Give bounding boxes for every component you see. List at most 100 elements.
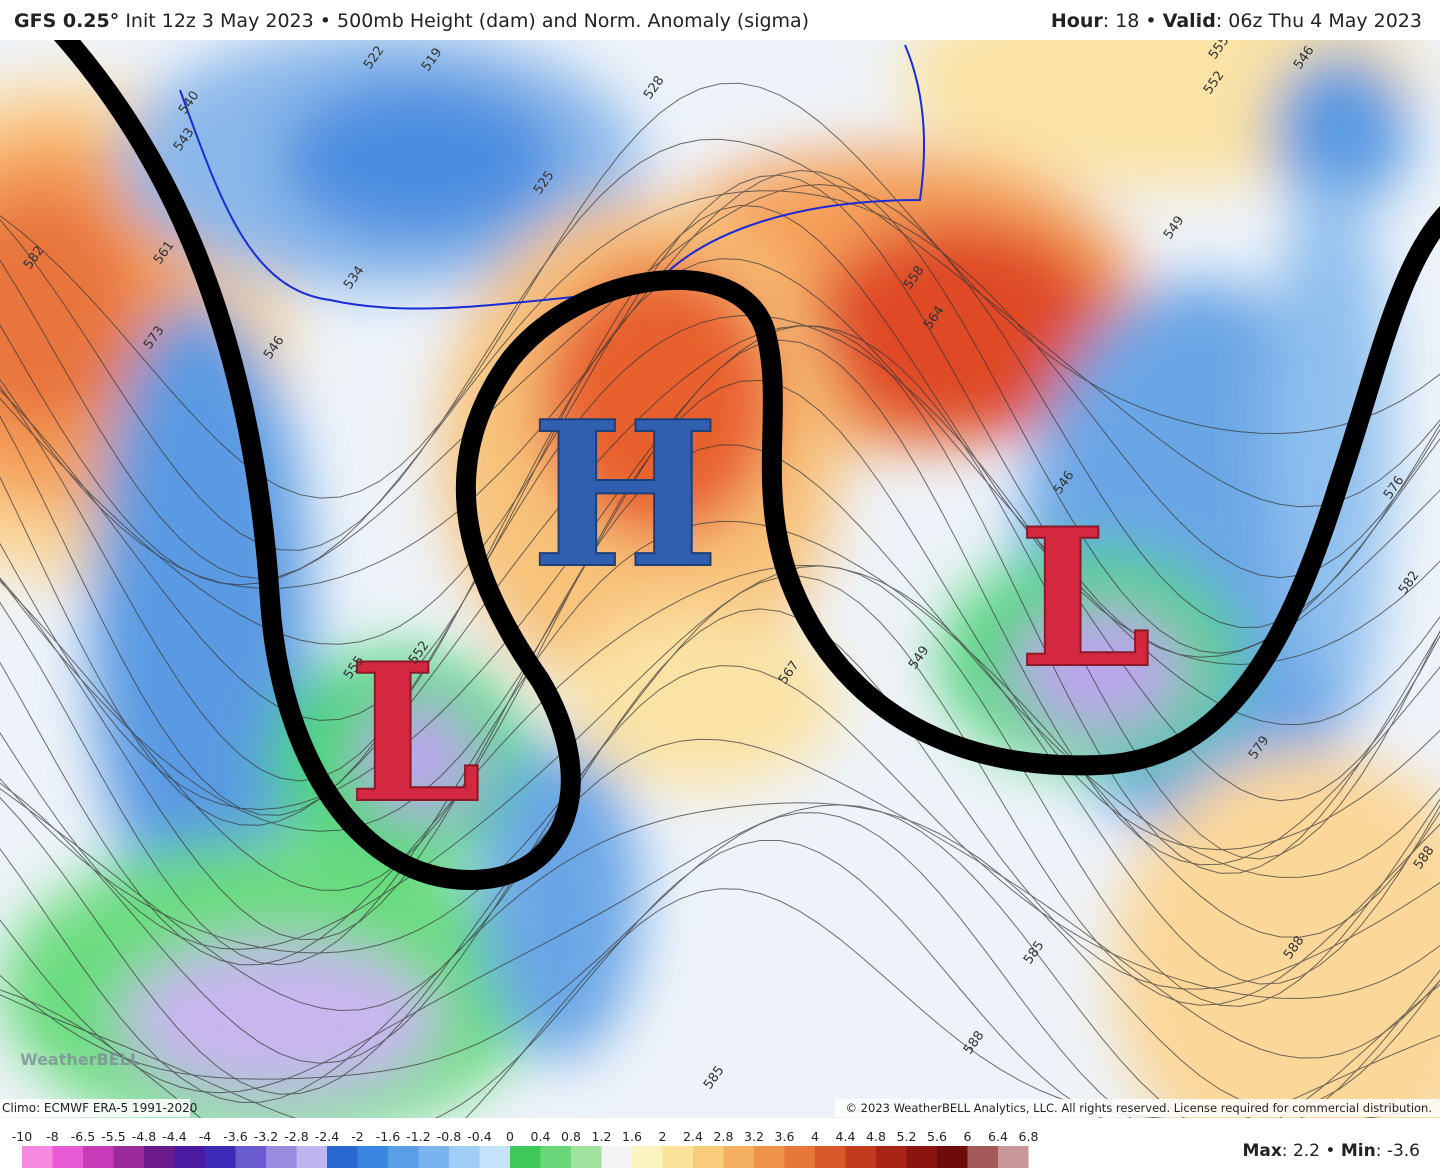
colorbar-tick-label: 5.2 xyxy=(897,1129,917,1144)
contour-line xyxy=(0,804,1440,1118)
climo-note: Climo: ECMWF ERA-5 1991-2020 xyxy=(2,1101,197,1115)
contour-line xyxy=(0,315,1440,816)
contour-line xyxy=(0,444,1440,941)
colorbar-swatch xyxy=(113,1146,144,1168)
model: GFS 0.25° xyxy=(14,10,120,32)
contour-line xyxy=(0,565,1440,1007)
colorbar-tick-label: 0 xyxy=(506,1129,514,1144)
colorbar-swatch xyxy=(266,1146,297,1168)
colorbar-tick-label: -6.5 xyxy=(71,1129,95,1144)
jet-stream-pattern xyxy=(53,40,1440,891)
colorbar-tick-label: -2.8 xyxy=(284,1129,308,1144)
contour-line xyxy=(0,379,1440,891)
colorbar-tick-label: 4.8 xyxy=(866,1129,886,1144)
low-label: L xyxy=(348,622,482,845)
colorbar-tick-label: 3.2 xyxy=(744,1129,764,1144)
colorbar-tick-label: 2.4 xyxy=(683,1129,703,1144)
colorbar-tick-label: 4.4 xyxy=(836,1129,856,1144)
min: -3.6 xyxy=(1387,1141,1420,1161)
header-left: GFS 0.25° Init 12z 3 May 2023 • 500mb He… xyxy=(14,10,810,32)
colorbar: -10 -8 -6.5 -5.5 -4.8 -4.4 -4 -3.6 -3.2 -2.8 -2.4-… xyxy=(12,1129,1039,1168)
init: Init 12z 3 May 2023 xyxy=(125,10,314,32)
colorbar-tick-label: 6 xyxy=(964,1129,972,1144)
contour-line xyxy=(0,190,1440,580)
colorbar-swatch xyxy=(540,1146,571,1168)
colorbar-swatch xyxy=(998,1146,1029,1168)
product: 500mb Height (dam) and Norm. Anomaly (si… xyxy=(337,10,810,32)
colorbar-tick-label: -0.4 xyxy=(467,1129,491,1144)
min-label: Min xyxy=(1341,1141,1376,1161)
contour-line xyxy=(0,564,1440,985)
max: 2.2 xyxy=(1293,1141,1320,1161)
stats: Max: 2.2 • Min: -3.6 xyxy=(1242,1141,1420,1161)
valid: 06z Thu 4 May 2023 xyxy=(1228,10,1422,32)
high-label: H xyxy=(531,378,720,613)
colorbar-tick-label: -2 xyxy=(351,1129,363,1144)
colorbar-swatch xyxy=(296,1146,327,1168)
height-contours xyxy=(0,82,1440,1118)
max-label: Max xyxy=(1242,1141,1281,1161)
colorbar-swatch xyxy=(937,1146,968,1168)
colorbar-tick-label: -4 xyxy=(199,1129,212,1144)
contour-line xyxy=(0,339,1440,866)
contour-line xyxy=(0,325,1440,860)
colorbar-tick-label: 0.8 xyxy=(561,1129,581,1144)
contour-line xyxy=(0,575,1440,1006)
colorbar-swatch xyxy=(784,1146,815,1168)
colorbar-swatch xyxy=(83,1146,114,1168)
colorbar-swatch xyxy=(449,1146,480,1168)
colorbar-swatch xyxy=(479,1146,510,1168)
colorbar-tick-label: -3.6 xyxy=(223,1129,247,1144)
colorbar-swatch xyxy=(327,1146,358,1168)
colorbar-swatch xyxy=(571,1146,602,1168)
logo: WeatherBELL xyxy=(20,1050,140,1069)
colorbar-tick-label: -2.4 xyxy=(315,1129,339,1144)
colorbar-swatch xyxy=(357,1146,388,1168)
colorbar-swatch xyxy=(693,1146,724,1168)
colorbar-swatch xyxy=(632,1146,663,1168)
colorbar-swatch xyxy=(876,1146,907,1168)
colorbar-swatch xyxy=(22,1146,53,1168)
valid-label: Valid xyxy=(1162,10,1216,32)
colorbar-swatch xyxy=(662,1146,693,1168)
contour-line xyxy=(0,138,1440,551)
colorbar-swatch xyxy=(601,1146,632,1168)
colorbar-swatch xyxy=(967,1146,998,1168)
colorbar-swatch xyxy=(845,1146,876,1168)
contour-line xyxy=(0,840,1440,1118)
low-label: L xyxy=(1018,487,1152,710)
contour-line xyxy=(0,738,1440,1095)
colorbar-swatch xyxy=(418,1146,449,1168)
colorbar-swatch xyxy=(723,1146,754,1168)
colorbar-tick-label: -1.6 xyxy=(376,1129,400,1144)
colorbar-tick-label: -3.2 xyxy=(254,1129,278,1144)
colorbar-swatch xyxy=(815,1146,846,1168)
colorbar-tick-label: 2.8 xyxy=(714,1129,734,1144)
colorbar-tick-label: -10 xyxy=(12,1129,32,1144)
colorbar-tick-label: 4 xyxy=(811,1129,819,1144)
colorbar-tick-label: -8 xyxy=(46,1129,59,1144)
contour-line xyxy=(0,665,1440,1064)
colorbar-tick-label: 1.2 xyxy=(592,1129,612,1144)
colorbar-tick-label: 3.6 xyxy=(775,1129,795,1144)
colorbar-swatch xyxy=(174,1146,205,1168)
contour-line xyxy=(0,82,1440,499)
contour-line xyxy=(0,888,1440,1118)
colorbar-tick-label: 0.4 xyxy=(531,1129,551,1144)
copyright: © 2023 WeatherBELL Analytics, LLC. All r… xyxy=(846,1101,1432,1115)
colorbar-tick-label: 2 xyxy=(659,1129,667,1144)
colorbar-tick-label: -4.8 xyxy=(132,1129,156,1144)
colorbar-swatch xyxy=(144,1146,175,1168)
contour-line xyxy=(0,183,1440,629)
hour: 18 xyxy=(1115,10,1140,32)
colorbar-tick-label: -5.5 xyxy=(101,1129,125,1144)
colorbar-swatch xyxy=(205,1146,236,1168)
colorbar-tick-label: 6.8 xyxy=(1019,1129,1039,1144)
contour-line xyxy=(0,812,1440,1118)
colorbar-tick-label: -0.8 xyxy=(437,1129,461,1144)
colorbar-swatch xyxy=(388,1146,419,1168)
colorbar-swatch xyxy=(510,1146,541,1168)
